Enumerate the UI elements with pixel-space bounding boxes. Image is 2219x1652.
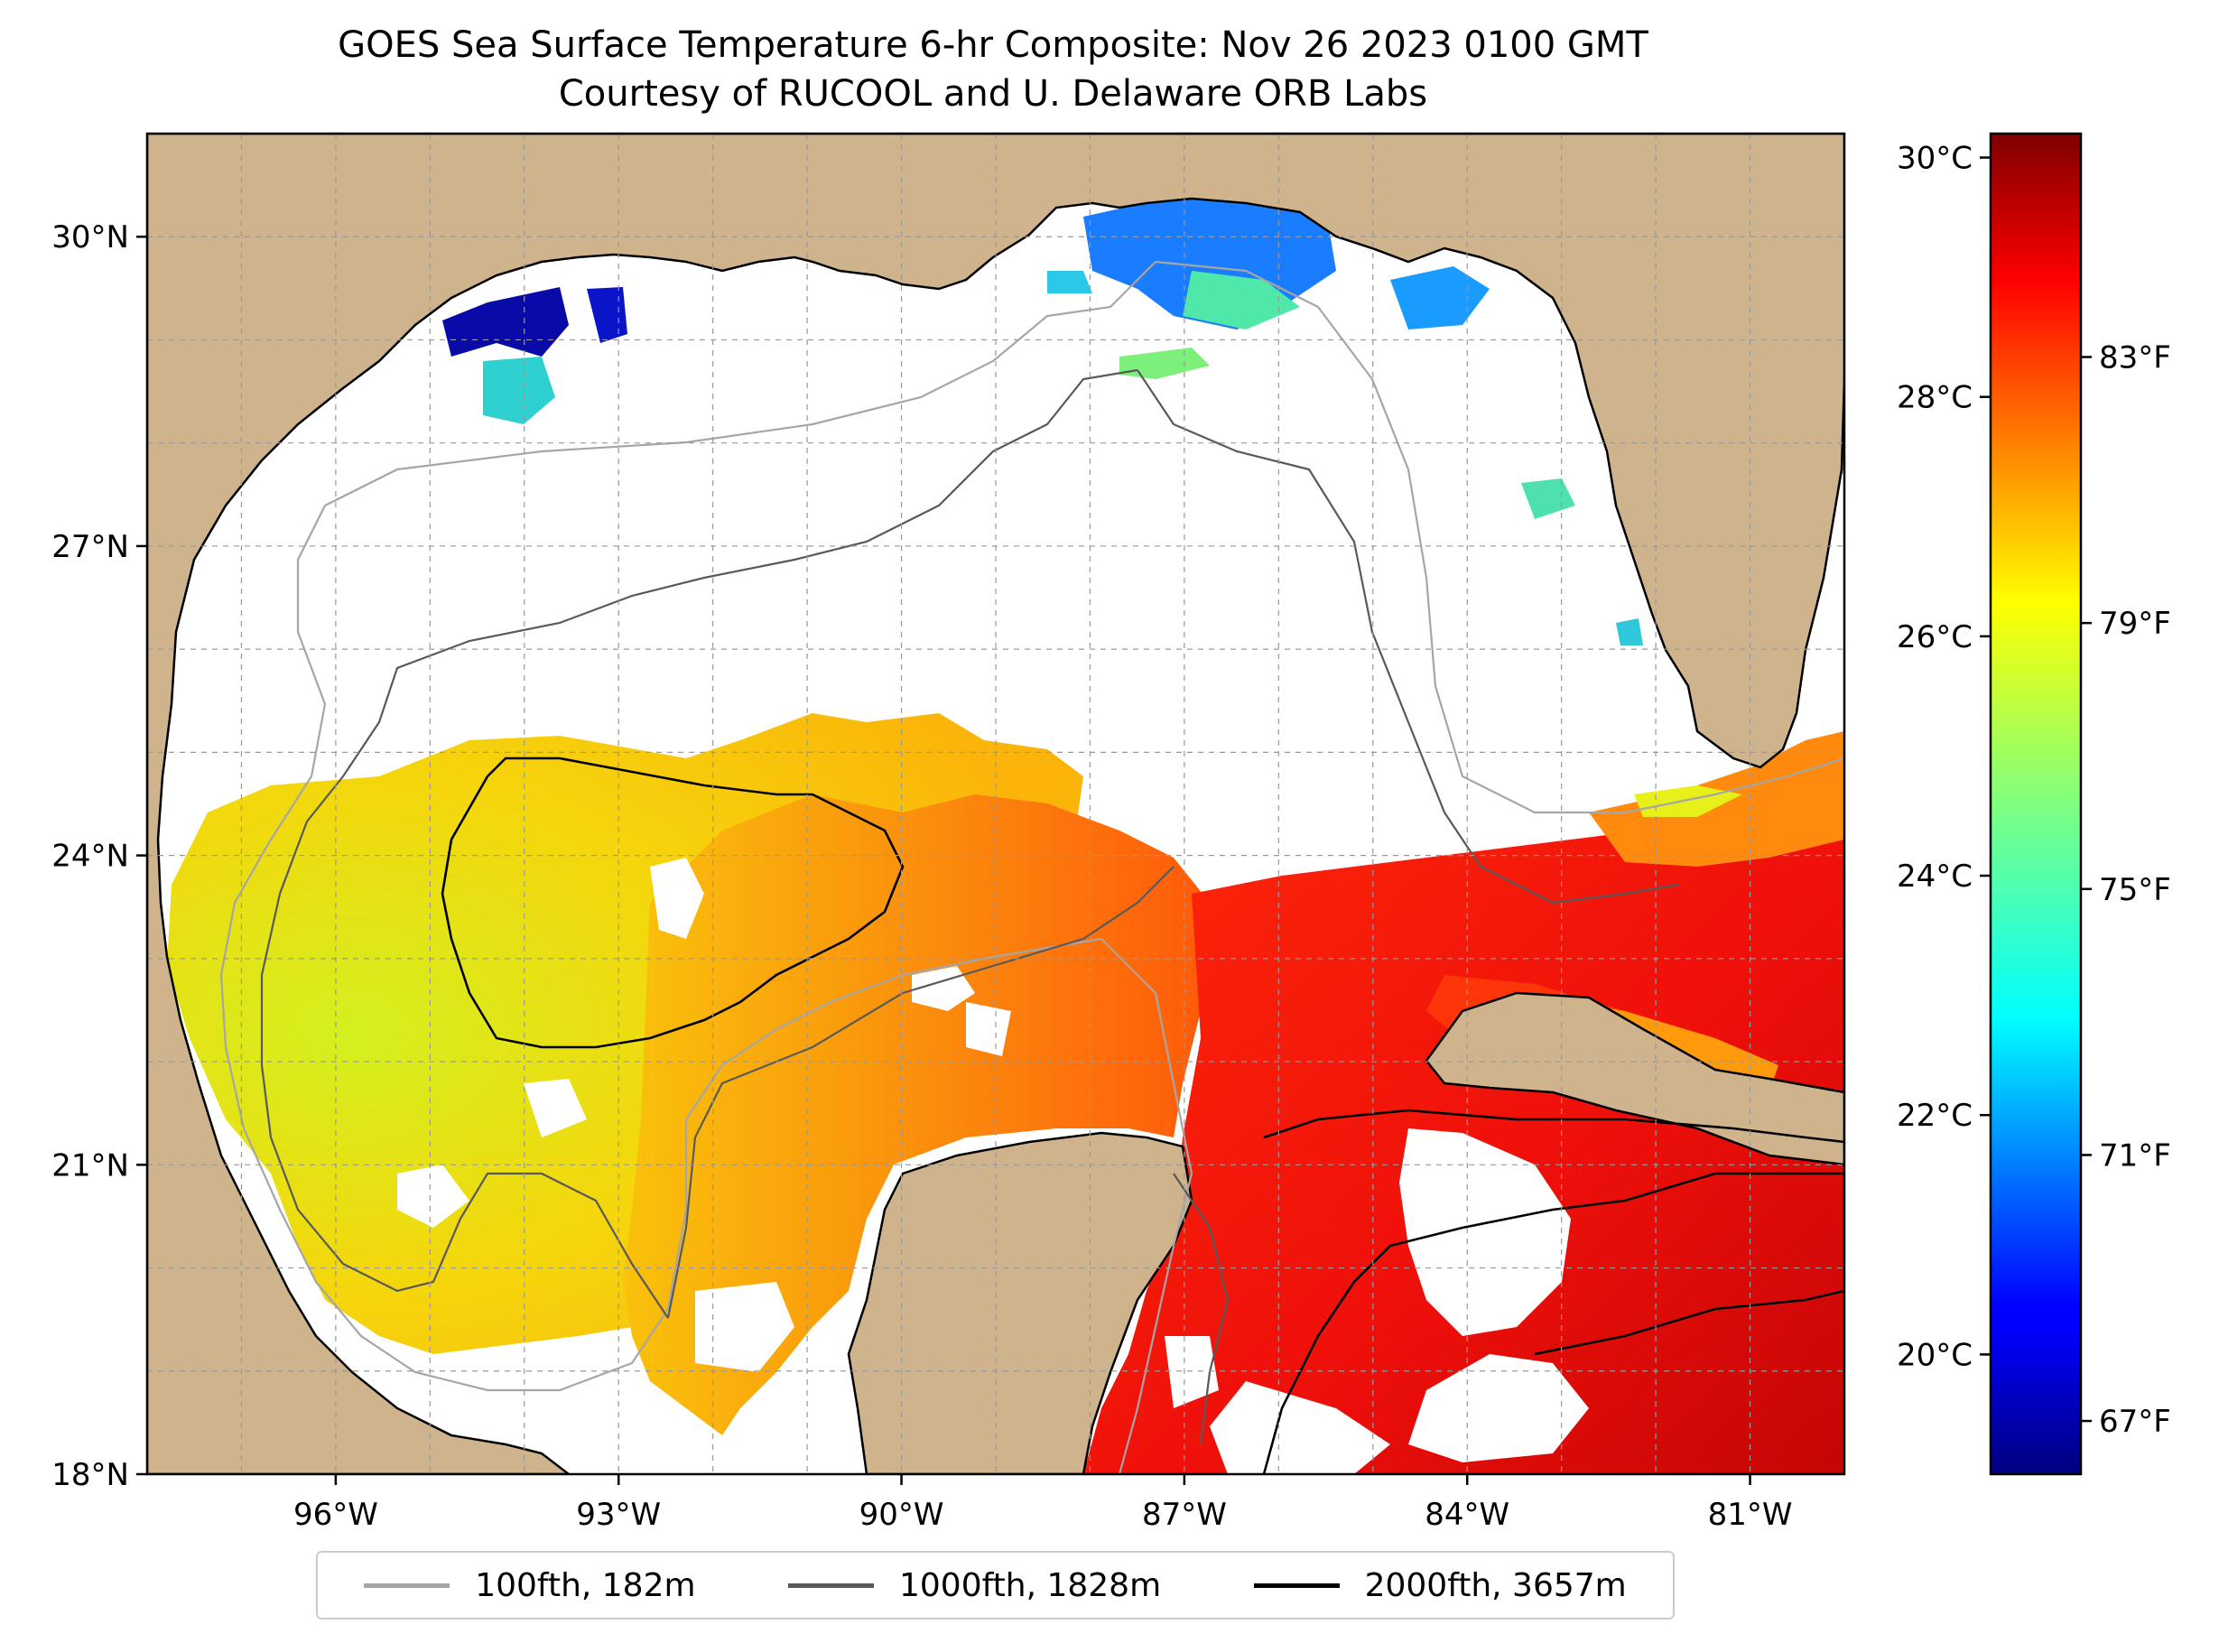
legend-swatch-100fth — [364, 1582, 450, 1588]
lat-tick-label: 18°N — [51, 1457, 129, 1493]
legend-label-1000fth: 1000fth, 1828m — [898, 1566, 1162, 1604]
cloud-gaps — [397, 858, 1589, 1474]
legend-item-100fth: 100fth, 182m — [364, 1566, 696, 1604]
legend-swatch-2000fth — [1253, 1582, 1340, 1588]
lat-tick-label: 30°N — [51, 219, 129, 255]
cuba — [1425, 991, 1844, 1166]
colorbar-fahrenheit-ticks: 83°F 79°F 75°F 71°F 67°F — [2081, 340, 2171, 1440]
celsius-tick-label: 26°C — [1897, 619, 1973, 655]
lon-tick-label: 84°W — [1425, 1497, 1509, 1533]
bathymetry-legend: 100fth, 182m 1000fth, 1828m 2000fth, 365… — [316, 1551, 1675, 1620]
contour-100fth — [219, 260, 1844, 1474]
legend-item-2000fth: 2000fth, 3657m — [1253, 1566, 1627, 1604]
land — [147, 134, 1844, 1474]
fahrenheit-tick-label: 75°F — [2099, 872, 2171, 908]
celsius-tick-label: 20°C — [1897, 1337, 1973, 1373]
legend-item-1000fth: 1000fth, 1828m — [787, 1566, 1162, 1604]
celsius-tick-label: 30°C — [1897, 141, 1973, 177]
fahrenheit-tick-label: 79°F — [2099, 606, 2171, 642]
colorbar-celsius-ticks: 30°C 28°C 26°C 24°C 22°C 20°C — [1897, 141, 1991, 1373]
lat-tick-label: 27°N — [51, 529, 129, 565]
lon-tick-label: 90°W — [859, 1497, 944, 1533]
celsius-tick-label: 22°C — [1897, 1098, 1973, 1134]
lon-tick-label: 87°W — [1142, 1497, 1227, 1533]
celsius-tick-label: 28°C — [1897, 380, 1973, 416]
fahrenheit-tick-label: 83°F — [2099, 340, 2171, 376]
chart-subtitle: Courtesy of RUCOOL and U. Delaware ORB L… — [558, 73, 1428, 115]
longitude-ticks: 96°W 93°W 90°W 87°W 84°W 81°W — [293, 1474, 1793, 1533]
lat-tick-label: 21°N — [51, 1147, 129, 1183]
map-area — [147, 134, 1844, 1474]
lat-tick-label: 24°N — [51, 839, 129, 875]
lon-tick-label: 96°W — [293, 1497, 378, 1533]
yucatan-peninsula — [847, 1131, 1193, 1474]
contour-1000fth — [260, 368, 1680, 1445]
legend-label-100fth: 100fth, 182m — [475, 1566, 696, 1604]
legend-swatch-1000fth — [787, 1582, 874, 1588]
celsius-tick-label: 24°C — [1897, 858, 1973, 895]
bathymetry-contours — [219, 260, 1844, 1474]
lon-tick-label: 93°W — [576, 1497, 661, 1533]
sst-east-field — [1083, 758, 1844, 1474]
lon-tick-label: 81°W — [1708, 1497, 1793, 1533]
legend-label-2000fth: 2000fth, 3657m — [1364, 1566, 1627, 1604]
fahrenheit-tick-label: 71°F — [2099, 1137, 2171, 1174]
map-frame — [145, 132, 1846, 1476]
colorbar — [1989, 132, 2083, 1476]
chart-title: GOES Sea Surface Temperature 6-hr Compos… — [338, 24, 1648, 66]
contour-2000fth — [441, 756, 1844, 1474]
fahrenheit-tick-label: 67°F — [2099, 1404, 2171, 1440]
sst-central-field — [623, 794, 1210, 1435]
latitude-ticks: 30°N 27°N 24°N 21°N 18°N — [51, 219, 147, 1493]
us-gulf-coast-land — [147, 134, 1844, 1474]
